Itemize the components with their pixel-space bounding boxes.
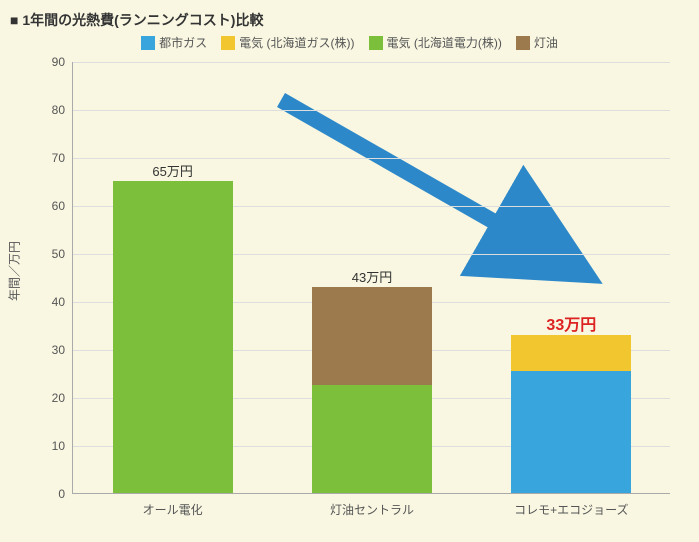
legend-label: 電気 (北海道電力(株)) [387,34,502,51]
bar-segment [312,287,432,385]
legend-item: 都市ガス [141,34,207,51]
legend-label: 都市ガス [159,34,207,51]
bar-segment [511,335,631,371]
y-tick-label: 80 [52,103,73,117]
y-tick-label: 20 [52,391,73,405]
gridline [73,158,670,159]
y-tick-label: 60 [52,199,73,213]
y-tick-label: 0 [58,487,73,501]
arrow-line [281,100,561,260]
chart-container: ■ 1年間の光熱費(ランニングコスト)比較 都市ガス 電気 (北海道ガス(株)) 電… [0,0,699,542]
plot-area: 010203040506070809065万円オール電化43万円灯油セントラル3… [72,62,670,494]
bar-segment [511,371,631,493]
bar-value-label: 33万円 [511,311,631,335]
bar-group: 43万円 [312,287,432,493]
bar-segment [113,181,233,493]
y-tick-label: 40 [52,295,73,309]
x-tick-label: 灯油セントラル [312,493,432,518]
y-tick-label: 10 [52,439,73,453]
gridline [73,62,670,63]
legend-swatch-icon [221,36,235,50]
legend-item: 電気 (北海道ガス(株)) [221,34,354,51]
legend-label: 電気 (北海道ガス(株)) [239,34,354,51]
y-tick-label: 70 [52,151,73,165]
legend-label: 灯油 [534,34,558,51]
y-tick-label: 50 [52,247,73,261]
legend-swatch-icon [516,36,530,50]
bar-value-label: 43万円 [312,267,432,286]
legend-item: 灯油 [516,34,558,51]
gridline [73,110,670,111]
y-axis-label: 年間／万円 [6,241,23,301]
bar-value-label: 65万円 [113,161,233,180]
legend: 都市ガス 電気 (北海道ガス(株)) 電気 (北海道電力(株)) 灯油 [0,34,699,51]
legend-swatch-icon [141,36,155,50]
y-tick-label: 30 [52,343,73,357]
legend-item: 電気 (北海道電力(株)) [369,34,502,51]
bar-segment [312,385,432,493]
x-tick-label: コレモ+エコジョーズ [511,493,631,518]
x-tick-label: オール電化 [113,493,233,518]
bar-group: 65万円 [113,181,233,493]
bar-group: 33万円 [511,335,631,493]
legend-swatch-icon [369,36,383,50]
chart-title: ■ 1年間の光熱費(ランニングコスト)比較 [10,10,263,30]
y-tick-label: 90 [52,55,73,69]
